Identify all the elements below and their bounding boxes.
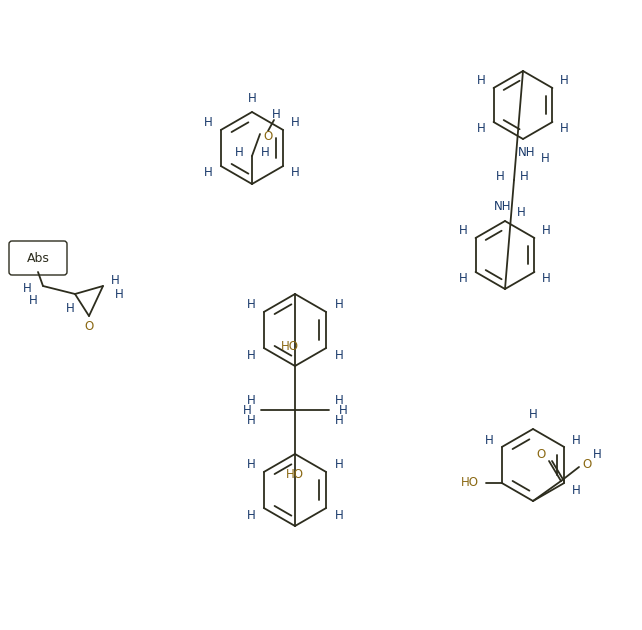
Text: HO: HO	[461, 476, 479, 490]
Text: O: O	[263, 130, 273, 142]
Text: H: H	[247, 509, 256, 522]
Text: H: H	[572, 433, 580, 447]
Text: H: H	[334, 458, 343, 471]
Text: H: H	[477, 122, 486, 135]
Text: H: H	[593, 449, 602, 462]
Text: H: H	[334, 349, 343, 362]
Text: O: O	[536, 449, 546, 462]
Text: H: H	[65, 302, 74, 314]
Text: Abs: Abs	[26, 251, 49, 265]
Text: H: H	[204, 166, 213, 180]
Text: H: H	[272, 108, 281, 120]
Text: O: O	[84, 319, 94, 333]
Text: H: H	[243, 404, 252, 418]
Text: H: H	[261, 147, 270, 159]
Text: H: H	[485, 433, 494, 447]
Text: H: H	[560, 122, 569, 135]
Text: H: H	[248, 91, 256, 105]
Text: H: H	[338, 404, 347, 418]
Text: H: H	[247, 298, 256, 311]
Text: H: H	[247, 349, 256, 362]
Text: H: H	[291, 166, 300, 180]
Text: H: H	[517, 207, 525, 219]
Text: NH: NH	[494, 200, 512, 214]
Text: H: H	[334, 298, 343, 311]
Text: H: H	[334, 509, 343, 522]
Text: H: H	[572, 483, 580, 496]
Text: HO: HO	[281, 340, 299, 353]
Text: H: H	[247, 394, 256, 406]
Text: H: H	[528, 408, 537, 421]
Text: H: H	[459, 224, 468, 238]
Text: H: H	[22, 282, 31, 294]
Text: H: H	[541, 152, 550, 166]
Text: H: H	[291, 117, 300, 130]
Text: H: H	[542, 224, 551, 238]
Text: H: H	[459, 273, 468, 285]
Text: H: H	[496, 171, 505, 183]
Text: H: H	[115, 287, 123, 301]
Text: H: H	[234, 147, 243, 159]
Text: H: H	[334, 413, 343, 427]
Text: H: H	[204, 117, 213, 130]
Text: H: H	[542, 273, 551, 285]
Text: O: O	[582, 459, 592, 471]
Text: H: H	[519, 171, 528, 183]
Text: HO: HO	[286, 467, 304, 481]
Text: H: H	[477, 74, 486, 88]
Text: NH: NH	[518, 147, 536, 159]
Text: H: H	[334, 394, 343, 406]
Text: H: H	[247, 413, 256, 427]
FancyBboxPatch shape	[9, 241, 67, 275]
Text: H: H	[247, 458, 256, 471]
Text: H: H	[29, 294, 37, 307]
Text: H: H	[110, 275, 119, 287]
Text: H: H	[560, 74, 569, 88]
